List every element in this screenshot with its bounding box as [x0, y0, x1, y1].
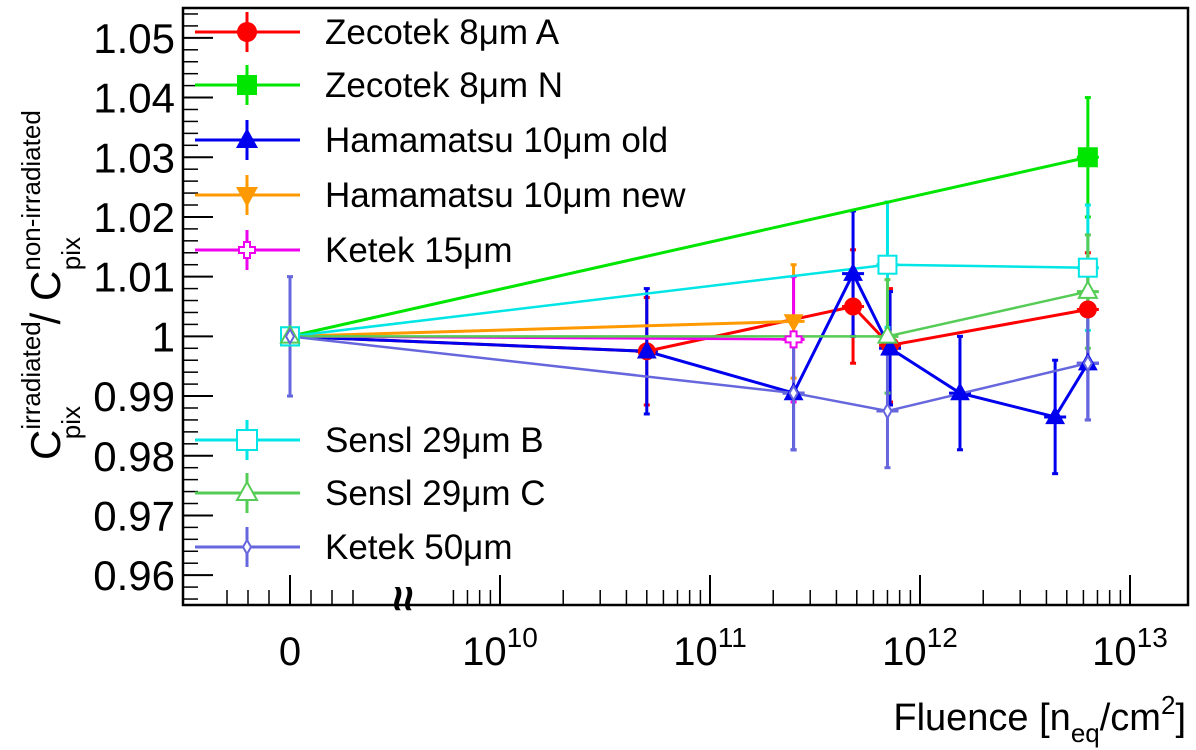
marker-square — [237, 75, 257, 95]
legend-item: Sensl 29μm C — [195, 473, 546, 513]
marker-triangle-up-open — [235, 479, 259, 501]
series-line — [289, 155, 1089, 338]
marker-cross-open — [238, 241, 256, 259]
markers-layer — [279, 147, 1099, 425]
axis-break-marker: ≈ — [378, 586, 430, 611]
marker-triangle-up — [236, 128, 258, 148]
series-line — [289, 335, 1089, 413]
y-tick-label: 0.97 — [93, 492, 175, 539]
marker-square-open — [236, 429, 258, 451]
marker-diamond-open — [284, 327, 296, 346]
x-axis-title: Fluence [neq/cm2] — [893, 690, 1186, 748]
marker-triangle-up — [950, 382, 970, 401]
marker-square — [1077, 147, 1098, 168]
marker-circle — [844, 297, 863, 316]
legend-label: Hamamatsu 10μm new — [325, 176, 686, 215]
y-axis-title-sup1: irradiated — [16, 321, 46, 429]
y-tick-label: 1.01 — [93, 254, 175, 301]
legend-item: Ketek 15μm — [195, 230, 512, 270]
legend-label: Zecotek 8μm N — [325, 66, 563, 105]
y-axis-title-c1: C — [22, 430, 69, 460]
marker-triangle-up-open — [1077, 279, 1099, 299]
ticks-layer: 0.96 0.97 0.98 0.99 1 1.01 1.02 1.03 1.04 1.05 0 10… — [93, 13, 1168, 674]
y-tick-label: 1.05 — [93, 15, 175, 62]
y-tick-label: 1.02 — [93, 194, 175, 241]
legend-label: Zecotek 8μm A — [325, 13, 560, 52]
plot-frame-layer — [181, 6, 1190, 607]
x-tick-label: 1012 — [882, 622, 958, 674]
legend-label: Ketek 50μm — [325, 528, 512, 567]
marker-triangle-up — [843, 262, 863, 281]
legend-item: Hamamatsu 10μm new — [195, 175, 686, 215]
marker-triangle-up — [880, 337, 900, 356]
y-tick-label: 0.96 — [93, 552, 175, 599]
y-axis-title-sub1: pix — [56, 406, 86, 439]
marker-circle — [237, 22, 257, 42]
marker-triangle-down — [236, 187, 258, 207]
x-axis-title-mid: /cm — [1100, 697, 1161, 739]
y-axis-title: Cirradiated pix / Cnon-irradiated pix — [16, 110, 86, 460]
y-axis-title-sub2: pix — [56, 237, 86, 270]
series-line — [289, 304, 1089, 353]
legend-item: Hamamatsu 10μm old — [195, 120, 668, 160]
y-tick-label: 1.03 — [93, 134, 175, 181]
x-tick-label: 1011 — [673, 622, 747, 674]
marker-triangle-up-open — [876, 324, 899, 344]
legend-item: Sensl 29μm B — [195, 420, 544, 460]
legend-item: Zecotek 8μm A — [195, 12, 560, 52]
marker-diamond-open — [1082, 354, 1094, 373]
x-tick-label: 1010 — [462, 622, 538, 674]
marker-diamond-open — [882, 401, 893, 420]
legend-label: Ketek 15μm — [325, 231, 512, 270]
legend-label: Sensl 29μm C — [325, 474, 546, 513]
x-axis-title-main: Fluence [n — [893, 697, 1070, 739]
y-axis-title-slash: / — [22, 301, 69, 336]
y-tick-label: 1 — [152, 313, 175, 360]
legend-label: Hamamatsu 10μm old — [325, 121, 668, 160]
series-line — [289, 319, 794, 338]
marker-circle — [1078, 300, 1097, 319]
x-axis-title-sub: eq — [1071, 718, 1100, 748]
y-tick-label: 1.04 — [93, 75, 175, 122]
marker-triangle-up — [636, 340, 657, 359]
legend-label: Sensl 29μm B — [325, 421, 544, 460]
legend-item: Zecotek 8μm N — [195, 65, 563, 105]
marker-diamond-open — [241, 537, 253, 557]
legend-item: Ketek 50μm — [195, 527, 512, 567]
marker-square-open — [877, 254, 898, 275]
marker-square-open — [1077, 257, 1098, 278]
plot-frame — [181, 6, 1190, 607]
x-tick-label: 1013 — [1092, 622, 1168, 674]
y-axis-title-sup2: non-irradiated — [16, 110, 46, 270]
x-tick-label: 0 — [279, 630, 301, 674]
y-tick-label: 0.98 — [93, 433, 175, 480]
marker-cross-open — [784, 330, 803, 349]
marker-triangle-down — [783, 314, 804, 333]
legend: Zecotek 8μm A Zecotek 8μm N Hamamatsu 10μm… — [195, 12, 686, 567]
y-axis-title-c2: C — [22, 271, 69, 301]
series-line — [289, 270, 1090, 419]
marker-diamond-open — [788, 384, 799, 403]
y-tick-label: 0.99 — [93, 373, 175, 420]
x-axis-title-end: ] — [1175, 697, 1186, 739]
marker-triangle-up — [1045, 406, 1066, 425]
x-axis-title-sup: 2 — [1161, 690, 1175, 720]
